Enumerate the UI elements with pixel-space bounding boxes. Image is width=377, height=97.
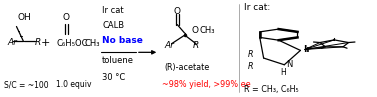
Text: toluene: toluene — [102, 56, 134, 65]
Text: ~98% yield, >99% ee: ~98% yield, >99% ee — [162, 80, 251, 89]
Text: No base: No base — [102, 36, 143, 45]
Text: H: H — [280, 68, 286, 77]
Text: 30 °C: 30 °C — [102, 73, 126, 82]
Text: R: R — [248, 62, 253, 71]
Text: CH₃: CH₃ — [199, 26, 215, 35]
Text: CH₃: CH₃ — [85, 39, 100, 48]
Text: R: R — [192, 41, 199, 50]
Text: N: N — [286, 60, 293, 69]
Text: C₆H₅OC: C₆H₅OC — [56, 39, 88, 48]
Text: O: O — [192, 26, 199, 35]
Text: Ir: Ir — [303, 45, 311, 54]
Text: O: O — [174, 7, 181, 16]
Text: +: + — [40, 38, 50, 48]
Text: 1.0 equiv: 1.0 equiv — [56, 80, 92, 89]
Text: Ir cat:: Ir cat: — [244, 3, 270, 12]
Text: Ar: Ar — [164, 41, 174, 50]
Text: OH: OH — [18, 13, 31, 22]
Text: R: R — [35, 38, 41, 47]
Text: R = CH₃, C₆H₅: R = CH₃, C₆H₅ — [244, 85, 299, 94]
Text: O: O — [63, 13, 70, 22]
Text: (R)-acetate: (R)-acetate — [164, 63, 209, 72]
Text: Ar: Ar — [8, 38, 17, 47]
Text: CALB: CALB — [102, 21, 124, 30]
Text: R: R — [248, 50, 253, 59]
Text: S/C = ~100: S/C = ~100 — [5, 80, 49, 89]
Text: Ir cat: Ir cat — [102, 6, 124, 15]
